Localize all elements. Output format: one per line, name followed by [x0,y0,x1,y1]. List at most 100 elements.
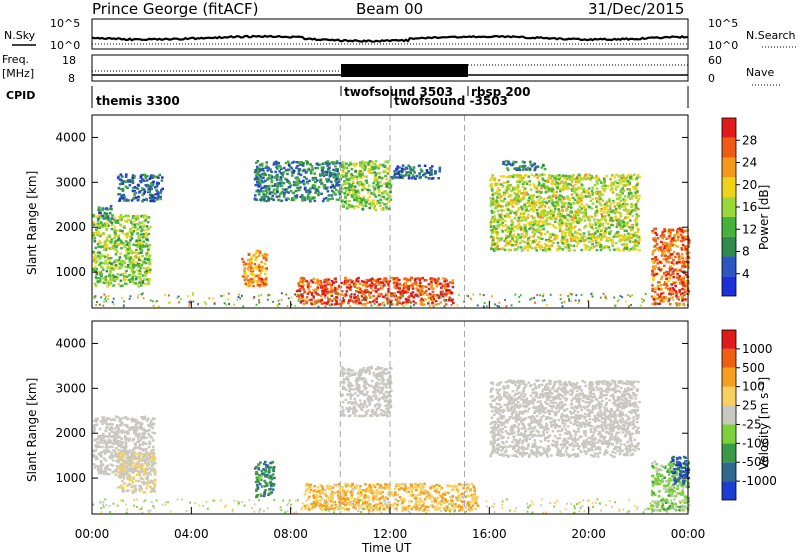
noise-cell [129,298,131,300]
scatter-cell [267,167,270,169]
scatter-cell [367,191,370,193]
scatter-cell [122,232,125,234]
scatter-cell [347,302,350,304]
scatter-cell [332,185,335,187]
scatter-cell [492,198,495,200]
scatter-cell [140,284,143,286]
scatter-cell [635,197,638,199]
scatter-cell [143,226,146,228]
scatter-cell [439,168,442,170]
scatter-cell [567,219,570,221]
scatter-cell [378,202,381,204]
scatter-cell [618,202,621,204]
noise-cell [324,297,326,299]
scatter-cell [137,199,140,201]
scatter-cell [574,237,577,239]
scatter-cell [575,188,578,190]
scatter-cell [663,242,666,244]
scatter-cell [584,210,587,212]
scatter-cell [418,165,421,167]
scatter-cell [307,169,310,171]
scatter-cell [567,183,570,185]
scatter-cell [128,245,131,247]
noise-cell [137,296,139,298]
scatter-cell [654,239,657,241]
scatter-cell [120,265,123,267]
scatter-cell [350,296,353,298]
scatter-cell [521,250,524,252]
scatter-cell [143,223,146,225]
scatter-cell [245,283,248,285]
scatter-cell [297,173,300,175]
scatter-cell [334,161,337,163]
scatter-cell [421,290,424,292]
scatter-cell [515,214,518,216]
noise-cell [108,295,110,297]
noise-cell [529,299,531,301]
scatter-cell [147,280,150,282]
scatter-cell [369,292,372,294]
scatter-cell [383,171,386,173]
scatter-cell [144,283,147,285]
scatter-cell [108,274,111,276]
scatter-cell [512,161,515,163]
scatter-cell [95,228,98,230]
noise-cell [130,295,132,297]
noise-cell [303,298,305,300]
scatter-cell [527,249,530,251]
scatter-cell [308,196,311,198]
scatter-cell [368,168,371,170]
scatter-cell [652,271,655,273]
scatter-cell [605,221,608,223]
noise-cell [544,299,546,301]
scatter-cell [490,235,493,237]
scatter-cell [358,173,361,175]
scatter-cell [361,189,364,191]
scatter-cell [511,244,514,246]
scatter-cell [559,246,562,248]
scatter-cell [132,226,135,228]
scatter-cell [440,301,443,303]
scatter-cell [441,291,444,293]
scatter-cell [304,198,307,200]
noise-cell [561,302,563,304]
noise-cell [180,298,182,300]
scatter-cell [531,227,534,229]
scatter-cell [554,208,557,210]
noise-cell [539,294,541,296]
scatter-cell [606,212,609,214]
scatter-cell [491,177,494,179]
scatter-cell [636,231,639,233]
scatter-cell [570,228,573,230]
noise-cell [343,302,345,304]
scatter-cell [285,169,288,171]
scatter-cell [100,255,103,257]
scatter-cell [133,217,136,219]
noise-cell [410,302,412,304]
nave-label: Nave [746,66,774,79]
scatter-cell [97,243,100,245]
scatter-cell [600,218,603,220]
scatter-cell [525,224,528,226]
scatter-cell [106,225,109,227]
scatter-cell [636,184,639,186]
scatter-cell [533,203,536,205]
scatter-cell [585,204,588,206]
noise-cell [103,294,105,296]
scatter-cell [595,192,598,194]
scatter-cell [494,203,497,205]
scatter-cell [627,216,630,218]
scatter-cell [254,184,257,186]
scatter-cell [618,176,621,178]
noise-cell [483,294,485,296]
scatter-cell [113,269,116,271]
noise-cell [336,293,338,295]
noise-cell [279,303,281,305]
scatter-cell [413,296,416,298]
scatter-cell [602,208,605,210]
scatter-cell [348,300,351,302]
noise-cell [564,301,566,303]
scatter-cell [127,179,130,181]
scatter-cell [250,267,253,269]
scatter-cell [502,205,505,207]
